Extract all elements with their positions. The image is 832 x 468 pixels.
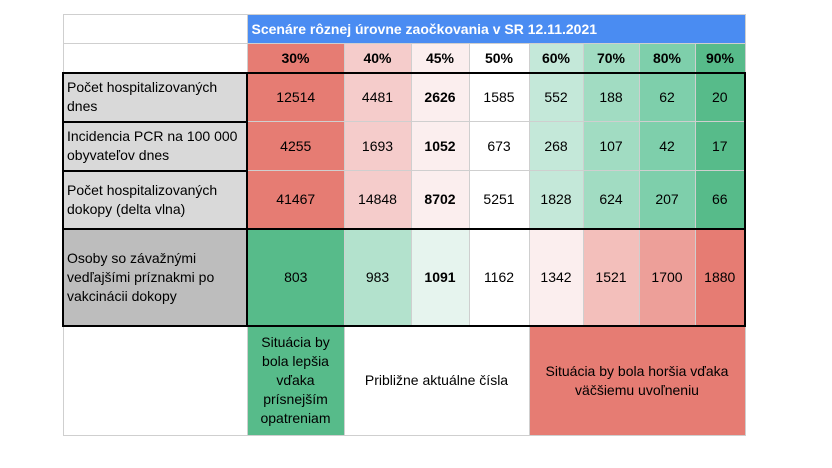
table-cell: 12514 (246, 71, 345, 122)
table-cell: 1052 (410, 121, 470, 171)
table-cell: 4255 (246, 121, 345, 171)
table-cell: 62 (638, 71, 696, 122)
table-row: Osoby so závažnými vedľajšími príznakmi … (62, 227, 746, 327)
table-cell: 4481 (343, 71, 412, 122)
table-cell: 188 (582, 71, 640, 122)
title-row: Scenáre rôznej úrovne zaočkovania v SR 1… (62, 14, 746, 44)
column-header-1: 40% (343, 43, 412, 73)
table-cell: 268 (528, 121, 584, 171)
table-cell: 1880 (694, 227, 746, 327)
table-cell: 2626 (410, 71, 470, 122)
table-cell: 1162 (468, 227, 530, 327)
table-cell: 1828 (528, 170, 584, 230)
table-row: Počet hospitalizovaných dnes 12514 4481 262… (62, 71, 746, 123)
table-cell: 673 (468, 121, 530, 171)
table-cell: 1585 (468, 71, 530, 122)
column-header-7: 90% (694, 43, 746, 73)
title-empty-cell (62, 14, 248, 44)
table-title: Scenáre rôznej úrovne zaočkovania v SR 1… (246, 14, 746, 44)
table-cell: 1521 (582, 227, 640, 327)
table-cell: 1700 (638, 227, 696, 327)
table-cell: 624 (582, 170, 640, 230)
table-cell: 42 (638, 121, 696, 171)
table-row: Počet hospitalizovaných dokopy (delta vl… (62, 170, 746, 230)
better-situation-note: Situácia by bola lepšia vďaka prísnejším… (246, 325, 345, 436)
table-cell: 17 (694, 121, 746, 171)
column-header-0: 30% (246, 43, 345, 73)
row-label: Počet hospitalizovaných dokopy (delta vl… (62, 170, 248, 230)
table-cell: 1342 (528, 227, 584, 327)
current-numbers-note: Približne aktuálne čísla (343, 325, 530, 436)
column-header-3: 50% (468, 43, 530, 73)
column-header-4: 60% (528, 43, 584, 73)
footer-row: Situácia by bola lepšia vďaka prísnejším… (62, 325, 746, 436)
column-header-6: 80% (638, 43, 696, 73)
column-header-5: 70% (582, 43, 640, 73)
header-empty-cell (62, 43, 248, 73)
table-cell: 1693 (343, 121, 412, 171)
header-row: 30% 40% 45% 50% 60% 70% 80% 90% (62, 43, 746, 73)
table-cell: 20 (694, 71, 746, 122)
row-label: Osoby so závažnými vedľajšími príznakmi … (62, 227, 248, 327)
row-label: Počet hospitalizovaných dnes (62, 71, 248, 123)
scenario-table: Scenáre rôznej úrovne zaočkovania v SR 1… (62, 14, 746, 436)
scenario-table-wrapper: Scenáre rôznej úrovne zaočkovania v SR 1… (62, 14, 746, 436)
worse-situation-note: Situácia by bola horšia vďaka väčšiemu u… (528, 325, 746, 436)
column-header-2: 45% (410, 43, 470, 73)
row-label: Incidencia PCR na 100 000 obyvateľov dne… (62, 121, 248, 172)
table-cell: 107 (582, 121, 640, 171)
table-cell: 14848 (343, 170, 412, 230)
table-cell: 66 (694, 170, 746, 230)
table-cell: 552 (528, 71, 584, 122)
table-cell: 41467 (246, 170, 345, 230)
table-cell: 5251 (468, 170, 530, 230)
table-cell: 983 (343, 227, 412, 327)
table-cell: 8702 (410, 170, 470, 230)
table-row: Incidencia PCR na 100 000 obyvateľov dne… (62, 121, 746, 172)
table-cell: 803 (246, 227, 345, 327)
footer-empty-cell (62, 325, 248, 436)
table-cell: 1091 (410, 227, 470, 327)
table-cell: 207 (638, 170, 696, 230)
